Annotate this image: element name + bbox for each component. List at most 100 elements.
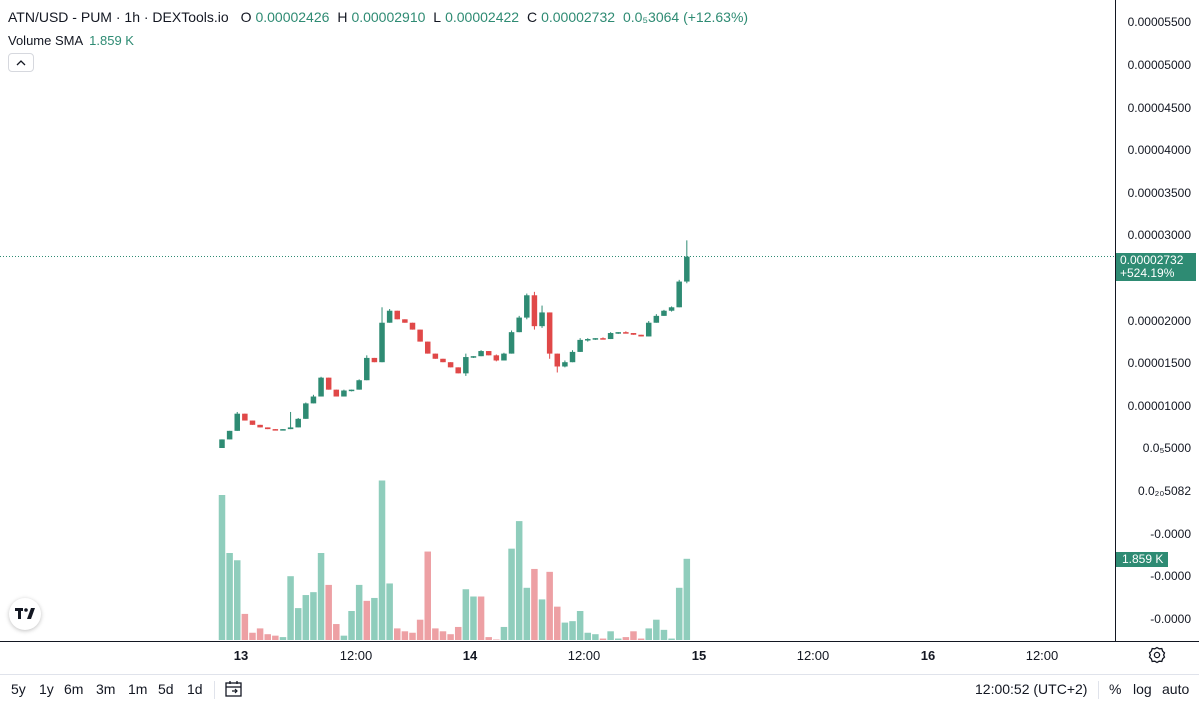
- time-tick-label: 12:00: [339, 648, 373, 663]
- time-tick-label: 14: [462, 648, 478, 663]
- range-1m-button[interactable]: 1m: [128, 681, 148, 697]
- volume-bar: [637, 638, 645, 640]
- volume-bar: [401, 631, 409, 640]
- volume-bar: [409, 632, 416, 640]
- settings-gear-icon[interactable]: [1147, 645, 1167, 665]
- tradingview-logo-mark: [15, 608, 35, 619]
- volume-legend[interactable]: Volume SMA 1.859 K: [8, 33, 134, 48]
- volume-sma-value: 1.859 K: [89, 33, 134, 48]
- volume-bar: [432, 628, 439, 640]
- volume-bar: [462, 589, 470, 640]
- range-5y-button[interactable]: 5y: [11, 681, 26, 697]
- candle-body: [409, 322, 416, 330]
- open-label: O: [240, 9, 252, 25]
- tradingview-logo-icon[interactable]: [9, 598, 41, 630]
- bottom-toolbar: 5y 1y 6m 3m 1m 5d 1d 12:00:52 (UTC+2) % …: [0, 674, 1199, 702]
- price-tick-label: -0.0000: [1150, 569, 1191, 583]
- price-tick-label: 0.00003500: [1127, 186, 1191, 200]
- candle-body: [333, 389, 340, 397]
- volume-bar: [477, 596, 485, 640]
- range-5d-button[interactable]: 5d: [158, 681, 174, 697]
- price-tick-label: 0.00001000: [1127, 399, 1191, 413]
- price-tick-label: 0.00002000: [1127, 314, 1191, 328]
- volume-bar: [279, 637, 287, 640]
- candle-body: [295, 418, 301, 428]
- volume-bar: [493, 639, 500, 640]
- volume-bar: [302, 595, 310, 640]
- volume-bar: [683, 558, 691, 640]
- volume-bar: [340, 635, 348, 640]
- auto-scale-button[interactable]: auto: [1162, 681, 1190, 697]
- candle-body: [348, 389, 355, 392]
- candle-body: [607, 333, 614, 340]
- price-axis[interactable]: 0.00005500 0.00005000 0.00004500 0.00004000…: [1115, 0, 1199, 641]
- candle-body: [531, 295, 538, 327]
- candle-body: [249, 420, 256, 425]
- volume-bar: [371, 597, 378, 640]
- volume-bar: [584, 632, 592, 640]
- volume-value-tag: 1.859 K: [1116, 552, 1168, 567]
- time-axis[interactable]: 13 12:00 14 12:00 15 12:00 16 12:00: [0, 642, 1115, 672]
- candle-body: [592, 338, 599, 340]
- price-tick-label: 0.0₅5000: [1142, 441, 1191, 455]
- candle-body: [341, 390, 347, 397]
- volume-bar: [272, 635, 279, 640]
- volume-bar: [546, 571, 553, 640]
- candle-body: [684, 256, 690, 282]
- volume-bar: [508, 548, 515, 640]
- candle-body: [455, 367, 461, 374]
- volume-bar: [325, 584, 332, 640]
- volume-bar: [538, 599, 546, 640]
- candle-body: [638, 334, 644, 337]
- candle-body: [585, 339, 591, 341]
- candle-body: [234, 413, 240, 431]
- high-label: H: [337, 9, 348, 25]
- calendar-goto-icon[interactable]: [224, 679, 244, 699]
- candle-body: [478, 351, 484, 357]
- percent-scale-button[interactable]: %: [1109, 681, 1122, 697]
- candle-body: [463, 357, 469, 374]
- clock-timezone[interactable]: 12:00:52 (UTC+2): [975, 681, 1088, 697]
- range-1d-button[interactable]: 1d: [187, 681, 203, 697]
- volume-bar: [394, 628, 401, 640]
- last-price-change: +524.19%: [1120, 266, 1175, 280]
- low-value: 0.00002422: [445, 9, 520, 25]
- log-scale-button[interactable]: log: [1133, 681, 1152, 697]
- volume-bar: [554, 606, 561, 640]
- volume-sma-label: Volume SMA: [8, 33, 84, 48]
- volume-bar: [287, 576, 294, 640]
- range-1y-button[interactable]: 1y: [39, 681, 54, 697]
- candle-body: [630, 333, 637, 335]
- volume-bar: [561, 622, 569, 640]
- volume-bar: [310, 592, 317, 640]
- candle-body: [524, 295, 530, 318]
- time-tick-label: 13: [233, 648, 249, 663]
- volume-bar: [424, 551, 431, 640]
- candle-body: [569, 351, 576, 363]
- candle-body: [394, 310, 401, 320]
- candle-body: [470, 356, 477, 358]
- volume-bar: [447, 634, 454, 640]
- candle-body: [402, 319, 408, 323]
- volume-bar: [454, 626, 462, 640]
- range-3m-button[interactable]: 3m: [96, 681, 116, 697]
- price-tick-label: 0.0₂₀5082: [1137, 484, 1191, 498]
- candle-body: [417, 329, 423, 342]
- candle-body: [272, 429, 279, 431]
- last-price-tag: 0.00002732 +524.19%: [1116, 253, 1196, 281]
- candle-body: [310, 396, 317, 404]
- range-6m-button[interactable]: 6m: [64, 681, 84, 697]
- volume-bar: [653, 619, 660, 640]
- collapse-legend-button[interactable]: [8, 53, 34, 72]
- volume-bar: [485, 637, 492, 640]
- candle-body: [303, 403, 309, 419]
- candle-body: [493, 355, 500, 361]
- volume-bar: [233, 560, 241, 640]
- candle-body: [440, 358, 446, 363]
- candle-body: [645, 322, 652, 337]
- volume-bar: [218, 495, 226, 640]
- symbol-title[interactable]: ATN/USD - PUM · 1h · DEXTools.io: [8, 9, 229, 25]
- candle-body: [623, 332, 629, 334]
- price-tick-label: 0.00004500: [1127, 101, 1191, 115]
